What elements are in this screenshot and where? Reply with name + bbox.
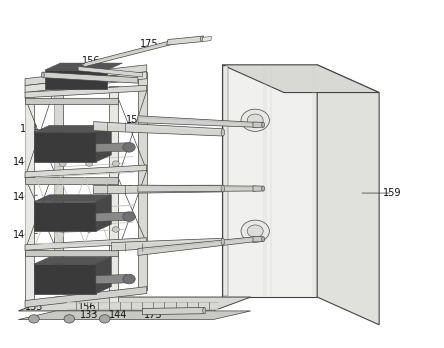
Polygon shape <box>96 143 127 152</box>
Text: 133: 133 <box>80 310 99 321</box>
Polygon shape <box>83 40 175 67</box>
Polygon shape <box>138 237 255 255</box>
Text: 156: 156 <box>78 302 96 313</box>
Polygon shape <box>253 186 263 191</box>
Polygon shape <box>202 37 211 42</box>
Polygon shape <box>34 195 111 202</box>
Polygon shape <box>25 65 147 86</box>
Circle shape <box>247 225 263 237</box>
Circle shape <box>86 161 93 166</box>
Ellipse shape <box>200 36 204 42</box>
Text: 173: 173 <box>60 77 79 87</box>
Text: 156: 156 <box>82 56 101 66</box>
Circle shape <box>112 161 119 166</box>
Polygon shape <box>25 98 118 104</box>
Polygon shape <box>45 63 123 70</box>
Circle shape <box>64 315 75 323</box>
Polygon shape <box>25 165 147 177</box>
Polygon shape <box>143 307 204 315</box>
Polygon shape <box>96 195 111 231</box>
Text: 143: 143 <box>13 157 31 167</box>
Circle shape <box>123 274 135 284</box>
Polygon shape <box>34 202 96 231</box>
Polygon shape <box>109 86 118 302</box>
Polygon shape <box>25 85 147 98</box>
Text: 175: 175 <box>140 39 158 49</box>
Polygon shape <box>166 36 203 45</box>
Text: 156: 156 <box>127 115 145 125</box>
Polygon shape <box>138 116 255 127</box>
Polygon shape <box>34 264 96 294</box>
Text: 175: 175 <box>144 310 163 321</box>
Polygon shape <box>18 311 251 319</box>
Polygon shape <box>18 297 251 311</box>
Circle shape <box>112 227 119 232</box>
Polygon shape <box>25 250 118 256</box>
Polygon shape <box>96 257 111 294</box>
Polygon shape <box>78 66 143 77</box>
Circle shape <box>241 109 270 131</box>
Polygon shape <box>34 126 111 132</box>
Polygon shape <box>223 66 228 296</box>
Text: 144: 144 <box>109 310 127 321</box>
Polygon shape <box>253 236 263 242</box>
Polygon shape <box>96 275 127 284</box>
Polygon shape <box>45 70 107 89</box>
Polygon shape <box>25 287 147 307</box>
Polygon shape <box>138 185 255 192</box>
Polygon shape <box>111 238 223 251</box>
Polygon shape <box>96 126 111 162</box>
Text: 159: 159 <box>383 188 402 198</box>
Polygon shape <box>25 72 147 93</box>
Circle shape <box>247 114 263 127</box>
Polygon shape <box>25 238 147 250</box>
Polygon shape <box>34 257 111 264</box>
Text: 142: 142 <box>13 230 31 240</box>
Circle shape <box>241 220 270 242</box>
Polygon shape <box>253 122 263 128</box>
Polygon shape <box>138 72 147 290</box>
Text: 156: 156 <box>122 184 140 195</box>
Circle shape <box>99 315 110 323</box>
Polygon shape <box>34 132 96 162</box>
Circle shape <box>123 142 135 152</box>
Ellipse shape <box>41 72 44 78</box>
Ellipse shape <box>221 238 225 245</box>
Ellipse shape <box>221 129 225 136</box>
Ellipse shape <box>262 122 265 127</box>
Polygon shape <box>94 122 223 136</box>
Text: 133: 133 <box>25 302 43 313</box>
Polygon shape <box>317 65 379 325</box>
Circle shape <box>86 227 93 232</box>
Ellipse shape <box>203 307 206 314</box>
Ellipse shape <box>221 185 225 192</box>
Polygon shape <box>25 177 118 184</box>
Polygon shape <box>96 212 127 221</box>
Text: 145: 145 <box>13 191 31 201</box>
Circle shape <box>59 161 66 166</box>
Polygon shape <box>222 65 317 297</box>
Circle shape <box>28 315 39 323</box>
Circle shape <box>123 212 135 221</box>
Polygon shape <box>25 86 34 302</box>
Polygon shape <box>54 72 63 290</box>
Text: 133: 133 <box>20 124 39 134</box>
Circle shape <box>59 227 66 232</box>
Polygon shape <box>222 65 379 93</box>
Polygon shape <box>94 185 223 194</box>
Polygon shape <box>43 72 138 83</box>
Ellipse shape <box>262 237 265 242</box>
Ellipse shape <box>262 186 265 191</box>
